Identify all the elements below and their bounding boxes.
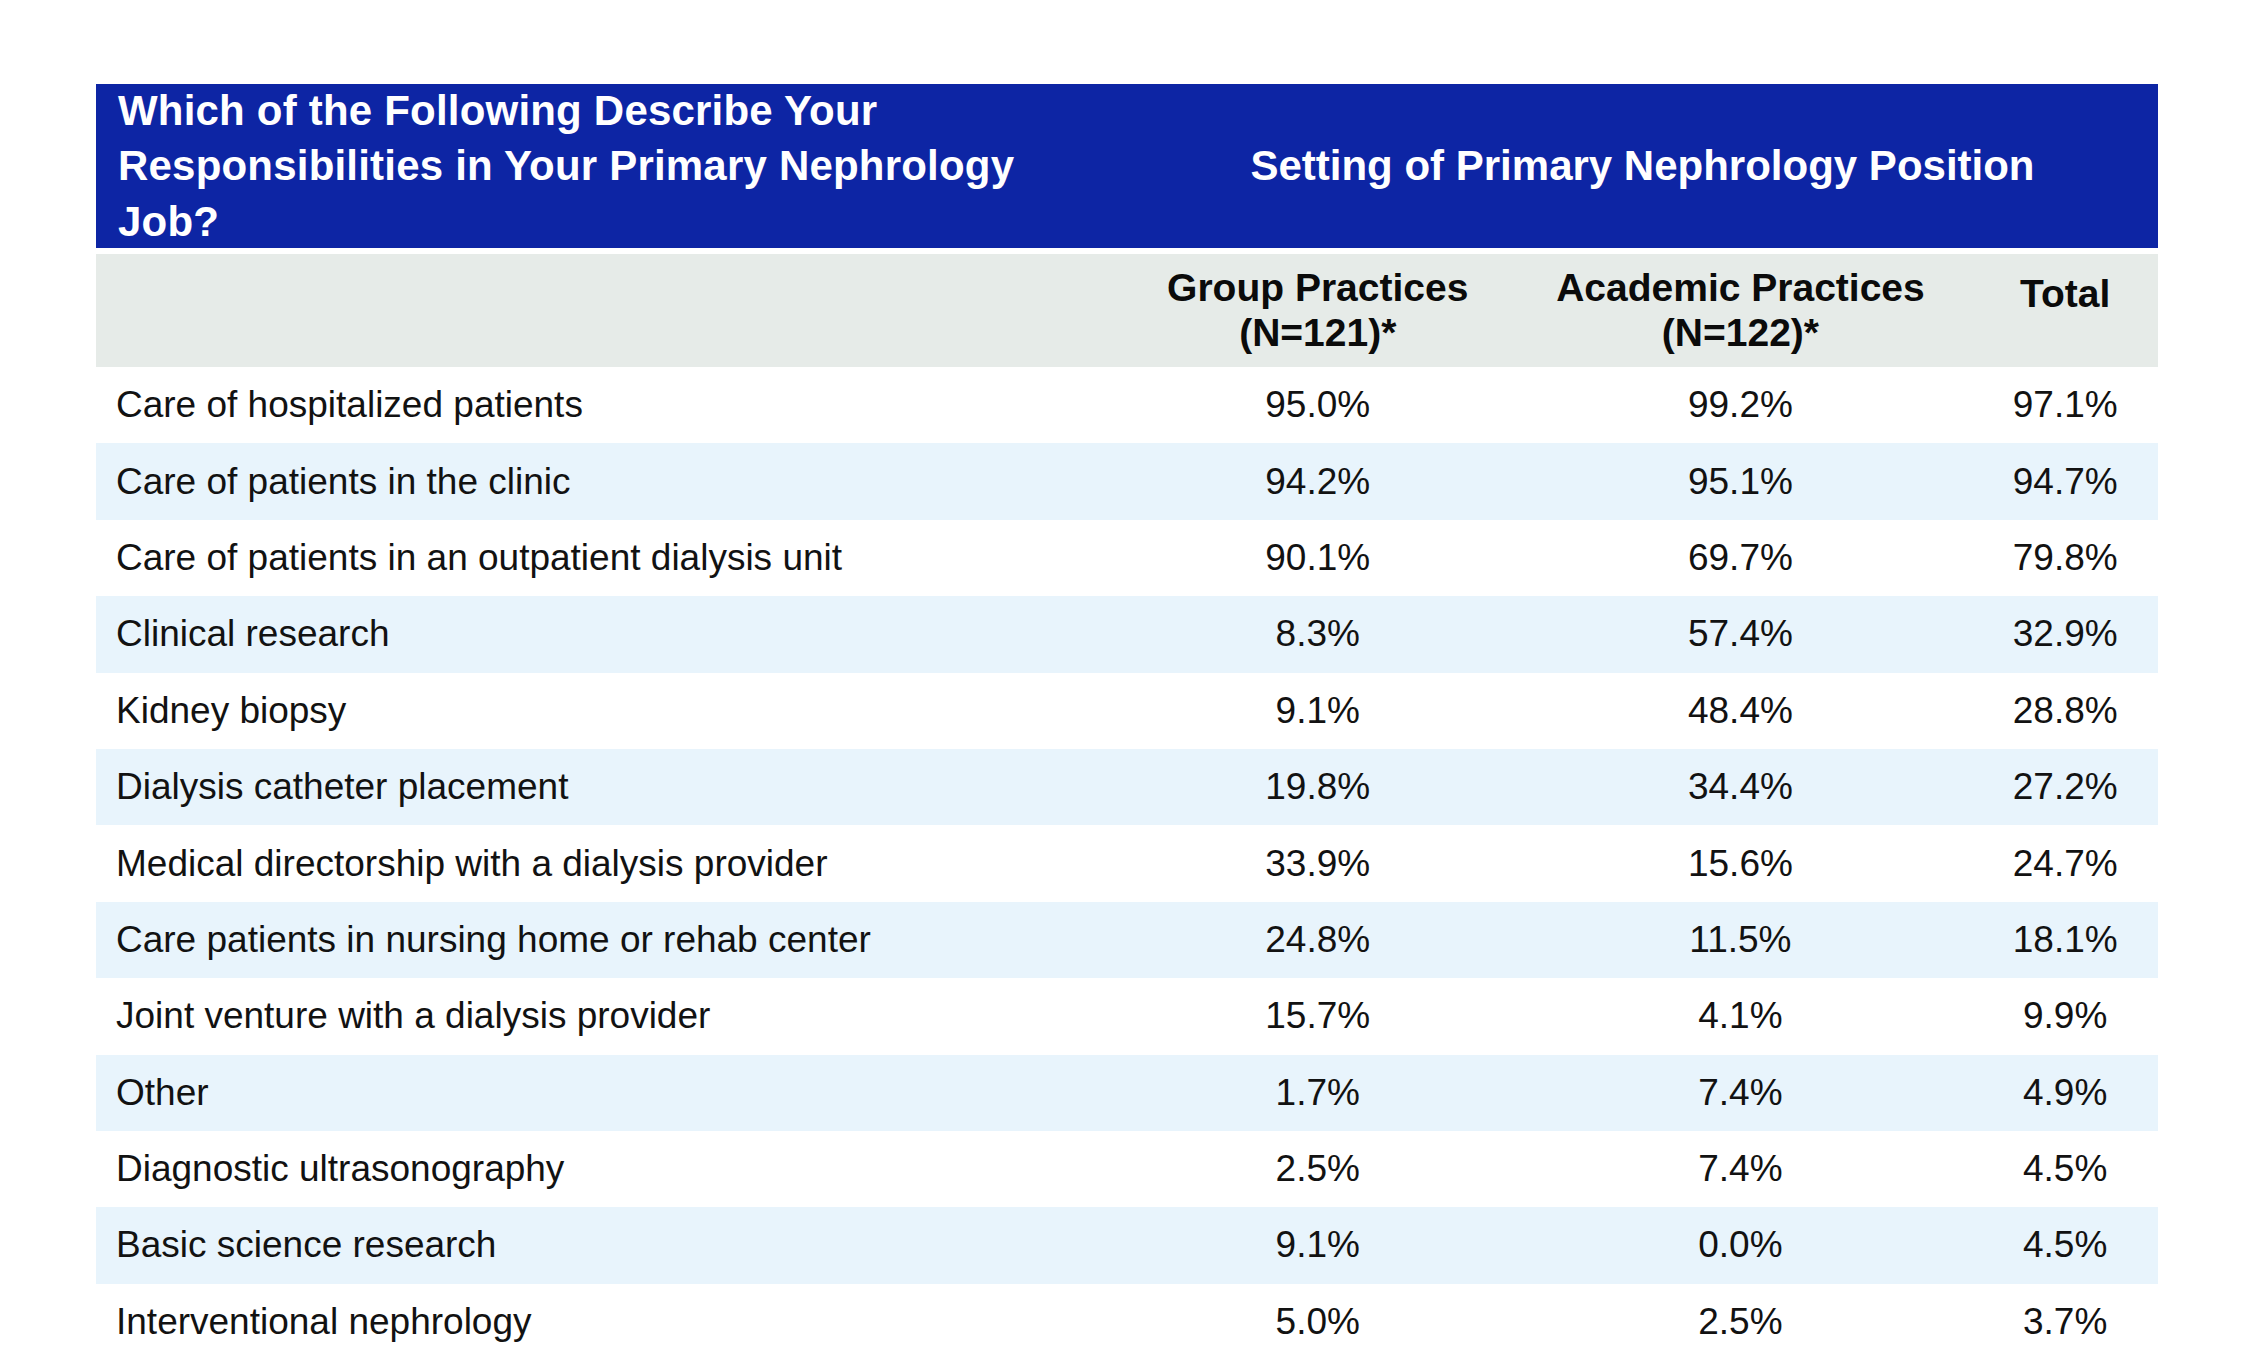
row-value-total: 3.7% bbox=[1972, 1301, 2158, 1343]
row-value-academic-practices: 2.5% bbox=[1508, 1301, 1972, 1343]
group-practices-n: (N=121)* bbox=[1239, 311, 1396, 356]
row-value-total: 94.7% bbox=[1972, 461, 2158, 503]
row-value-group-practices: 1.7% bbox=[1127, 1072, 1508, 1114]
row-value-academic-practices: 95.1% bbox=[1508, 461, 1972, 503]
row-value-academic-practices: 57.4% bbox=[1508, 613, 1972, 655]
page-background: Which of the Following Describe Your Res… bbox=[0, 0, 2243, 1360]
group-practices-label: Group Practices bbox=[1167, 266, 1468, 311]
row-value-total: 4.5% bbox=[1972, 1224, 2158, 1266]
table-body: Care of hospitalized patients95.0%99.2%9… bbox=[96, 367, 2158, 1360]
row-value-group-practices: 2.5% bbox=[1127, 1148, 1508, 1190]
row-value-group-practices: 90.1% bbox=[1127, 537, 1508, 579]
row-value-group-practices: 15.7% bbox=[1127, 995, 1508, 1037]
table-row: Clinical research8.3%57.4%32.9% bbox=[96, 596, 2158, 672]
table-row: Joint venture with a dialysis provider15… bbox=[96, 978, 2158, 1054]
table-row: Basic science research9.1%0.0%4.5% bbox=[96, 1207, 2158, 1283]
table-row: Medical directorship with a dialysis pro… bbox=[96, 825, 2158, 901]
row-value-academic-practices: 34.4% bbox=[1508, 766, 1972, 808]
row-value-group-practices: 24.8% bbox=[1127, 919, 1508, 961]
row-value-group-practices: 9.1% bbox=[1127, 690, 1508, 732]
row-label: Diagnostic ultrasonography bbox=[96, 1148, 1127, 1190]
row-value-academic-practices: 15.6% bbox=[1508, 843, 1972, 885]
row-value-total: 97.1% bbox=[1972, 384, 2158, 426]
column-header-group-practices: Group Practices (N=121)* bbox=[1127, 254, 1508, 367]
row-value-total: 18.1% bbox=[1972, 919, 2158, 961]
label-column-spacer bbox=[96, 254, 1127, 367]
table-row: Interventional nephrology5.0%2.5%3.7% bbox=[96, 1284, 2158, 1360]
row-label: Other bbox=[96, 1072, 1127, 1114]
row-label: Dialysis catheter placement bbox=[96, 766, 1127, 808]
row-value-academic-practices: 69.7% bbox=[1508, 537, 1972, 579]
row-value-group-practices: 8.3% bbox=[1127, 613, 1508, 655]
total-label: Total bbox=[2020, 272, 2110, 317]
row-label: Care of patients in an outpatient dialys… bbox=[96, 537, 1127, 579]
row-value-total: 27.2% bbox=[1972, 766, 2158, 808]
row-value-total: 4.5% bbox=[1972, 1148, 2158, 1190]
row-label: Care of hospitalized patients bbox=[96, 384, 1127, 426]
table-question-title: Which of the Following Describe Your Res… bbox=[96, 83, 1127, 249]
row-label: Joint venture with a dialysis provider bbox=[96, 995, 1127, 1037]
column-header-academic-practices: Academic Practices (N=122)* bbox=[1508, 254, 1972, 367]
row-label: Kidney biopsy bbox=[96, 690, 1127, 732]
setting-title: Setting of Primary Nephrology Position bbox=[1127, 142, 2158, 190]
row-label: Medical directorship with a dialysis pro… bbox=[96, 843, 1127, 885]
row-label: Clinical research bbox=[96, 613, 1127, 655]
row-label: Care of patients in the clinic bbox=[96, 461, 1127, 503]
row-value-academic-practices: 4.1% bbox=[1508, 995, 1972, 1037]
row-value-total: 28.8% bbox=[1972, 690, 2158, 732]
row-value-total: 24.7% bbox=[1972, 843, 2158, 885]
table-row: Care of patients in the clinic94.2%95.1%… bbox=[96, 443, 2158, 519]
responsibilities-table: Which of the Following Describe Your Res… bbox=[96, 84, 2158, 1360]
row-value-academic-practices: 48.4% bbox=[1508, 690, 1972, 732]
row-value-group-practices: 94.2% bbox=[1127, 461, 1508, 503]
table-row: Diagnostic ultrasonography2.5%7.4%4.5% bbox=[96, 1131, 2158, 1207]
question-line-1: Which of the Following Describe Your bbox=[118, 83, 1127, 138]
row-value-academic-practices: 7.4% bbox=[1508, 1072, 1972, 1114]
row-label: Care patients in nursing home or rehab c… bbox=[96, 919, 1127, 961]
row-value-total: 79.8% bbox=[1972, 537, 2158, 579]
row-value-academic-practices: 7.4% bbox=[1508, 1148, 1972, 1190]
academic-practices-label: Academic Practices bbox=[1556, 266, 1925, 311]
column-header-row: Group Practices (N=121)* Academic Practi… bbox=[96, 254, 2158, 367]
column-header-total: Total bbox=[1972, 254, 2158, 367]
row-value-academic-practices: 11.5% bbox=[1508, 919, 1972, 961]
table-title-bar: Which of the Following Describe Your Res… bbox=[96, 84, 2158, 248]
row-value-group-practices: 95.0% bbox=[1127, 384, 1508, 426]
row-label: Interventional nephrology bbox=[96, 1301, 1127, 1343]
row-value-academic-practices: 0.0% bbox=[1508, 1224, 1972, 1266]
table-row: Care patients in nursing home or rehab c… bbox=[96, 902, 2158, 978]
table-row: Other1.7%7.4%4.9% bbox=[96, 1055, 2158, 1131]
table-row: Care of patients in an outpatient dialys… bbox=[96, 520, 2158, 596]
table-row: Dialysis catheter placement19.8%34.4%27.… bbox=[96, 749, 2158, 825]
question-line-2: Responsibilities in Your Primary Nephrol… bbox=[118, 138, 1127, 249]
table-row: Care of hospitalized patients95.0%99.2%9… bbox=[96, 367, 2158, 443]
row-value-group-practices: 19.8% bbox=[1127, 766, 1508, 808]
row-value-total: 32.9% bbox=[1972, 613, 2158, 655]
row-value-total: 9.9% bbox=[1972, 995, 2158, 1037]
row-value-group-practices: 9.1% bbox=[1127, 1224, 1508, 1266]
row-label: Basic science research bbox=[96, 1224, 1127, 1266]
row-value-academic-practices: 99.2% bbox=[1508, 384, 1972, 426]
table-row: Kidney biopsy9.1%48.4%28.8% bbox=[96, 673, 2158, 749]
row-value-group-practices: 5.0% bbox=[1127, 1301, 1508, 1343]
academic-practices-n: (N=122)* bbox=[1662, 311, 1819, 356]
row-value-group-practices: 33.9% bbox=[1127, 843, 1508, 885]
row-value-total: 4.9% bbox=[1972, 1072, 2158, 1114]
